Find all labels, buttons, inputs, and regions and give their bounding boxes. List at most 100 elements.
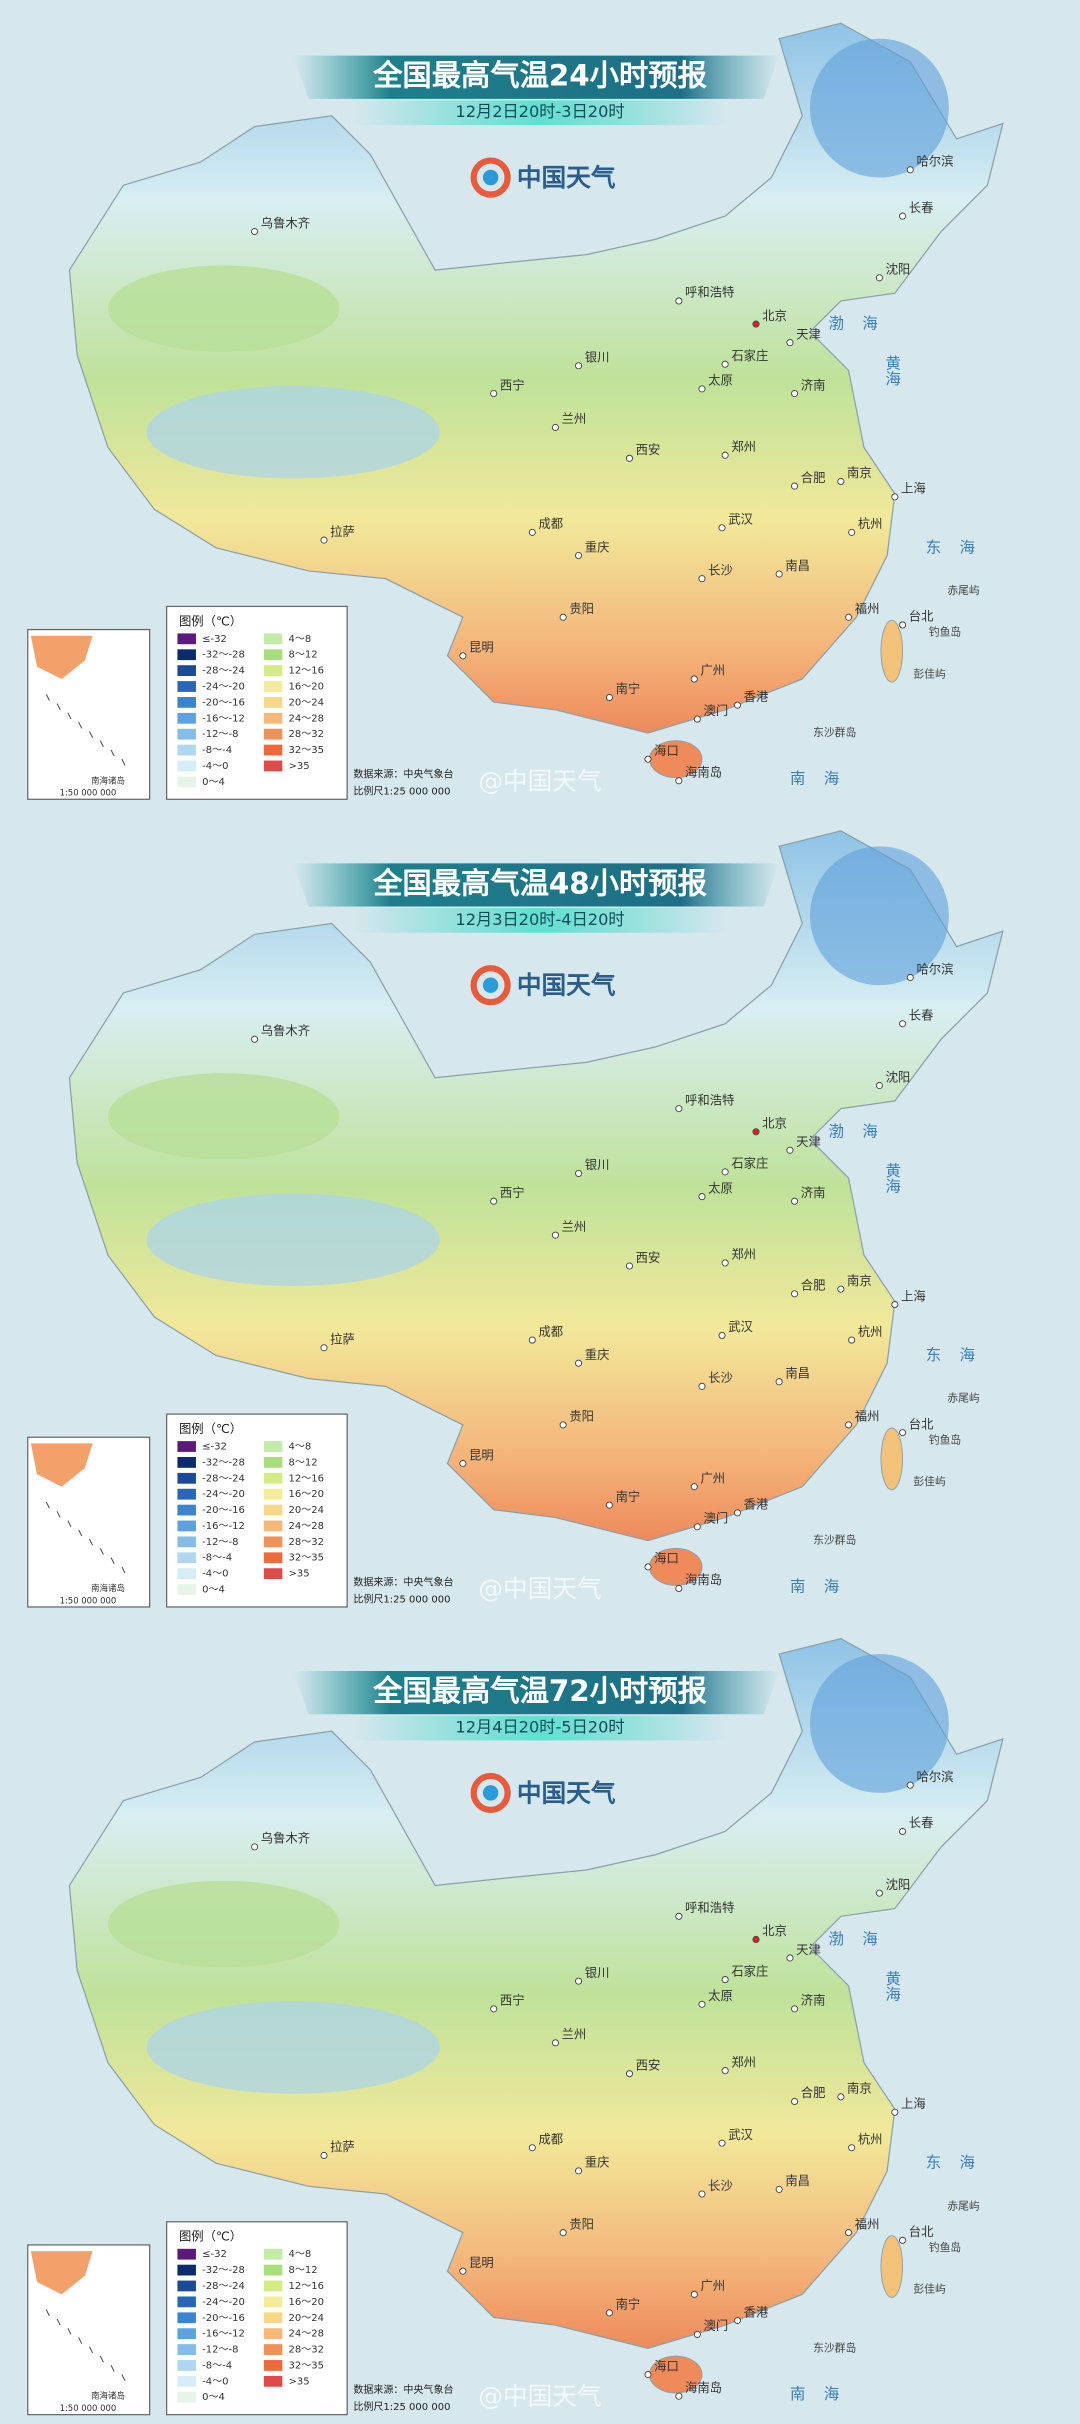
legend-swatch bbox=[263, 2280, 283, 2292]
inset-scale: 1:50 000 000 bbox=[60, 2403, 117, 2413]
city-dot bbox=[490, 1197, 498, 1205]
island-label: 彭佳屿 bbox=[913, 2282, 946, 2296]
city-label: 石家庄 bbox=[731, 348, 768, 363]
tarim-basin bbox=[108, 265, 340, 352]
tibet-cold bbox=[146, 2001, 440, 2094]
tarim-basin bbox=[108, 1073, 340, 1160]
inset-dash bbox=[121, 2374, 126, 2381]
legend-label: -24～-20 bbox=[202, 682, 245, 693]
city-dot bbox=[845, 2229, 853, 2237]
legend-label: -16～-12 bbox=[202, 1521, 245, 1532]
city-dot bbox=[459, 652, 467, 660]
legend-label: -12～-8 bbox=[202, 2345, 238, 2356]
legend-swatch bbox=[177, 776, 196, 788]
city-label: 长春 bbox=[909, 1816, 934, 1830]
city-label: 乌鲁木齐 bbox=[261, 215, 310, 230]
legend-swatch bbox=[177, 760, 196, 772]
legend-label: -24～-20 bbox=[202, 1489, 245, 1500]
legend-swatch bbox=[177, 1520, 196, 1532]
city-label: 贵阳 bbox=[569, 602, 594, 616]
legend-swatch bbox=[177, 2280, 196, 2292]
legend-label: -16～-12 bbox=[202, 713, 245, 724]
title-banner bbox=[293, 1671, 780, 1715]
city-dot bbox=[690, 1483, 698, 1491]
city-dot bbox=[551, 2039, 559, 2047]
legend-swatch bbox=[263, 1504, 283, 1516]
sea-label: 东海 bbox=[926, 2154, 994, 2172]
logo-mark bbox=[470, 1772, 511, 1813]
inset-dash bbox=[45, 1501, 50, 1509]
inset-scale: 1:50 000 000 bbox=[60, 1595, 117, 1605]
city-dot bbox=[837, 1285, 845, 1293]
legend-label: -20～-16 bbox=[202, 2313, 245, 2324]
legend-label: -8～-4 bbox=[202, 745, 232, 756]
city-dot bbox=[906, 1781, 914, 1789]
logo-text: 中国天气 bbox=[517, 163, 616, 192]
city-label: 太原 bbox=[708, 373, 733, 388]
city-label: 杭州 bbox=[858, 516, 883, 531]
city-dot bbox=[718, 524, 726, 532]
legend-title: 图例（℃） bbox=[179, 614, 242, 628]
legend-label: 4～8 bbox=[289, 634, 312, 645]
city-label: 郑州 bbox=[731, 2054, 756, 2069]
city-label: 成都 bbox=[538, 517, 563, 531]
city-dot bbox=[875, 1081, 883, 1090]
legend-box bbox=[166, 605, 348, 800]
city-label: 西宁 bbox=[500, 377, 525, 392]
city-label: 银川 bbox=[585, 351, 610, 365]
city-label: 拉萨 bbox=[330, 2139, 355, 2154]
inset-dash bbox=[89, 731, 94, 738]
panel-subtitle: 12月2日20时-3日20时 bbox=[455, 102, 624, 121]
legend-label: 12～16 bbox=[289, 1473, 325, 1484]
city-dot bbox=[320, 2151, 328, 2160]
legend-swatch bbox=[177, 665, 196, 677]
panel-title: 全国最高气温72小时预报 bbox=[372, 1674, 707, 1708]
legend-swatch bbox=[177, 649, 196, 661]
city-label: 拉萨 bbox=[330, 1332, 355, 1347]
legend-swatch bbox=[263, 696, 283, 708]
city-label: 海口 bbox=[654, 1551, 679, 1566]
city-dot bbox=[791, 389, 799, 398]
city-dot bbox=[698, 1193, 706, 1201]
city-label: 合肥 bbox=[801, 2085, 826, 2100]
city-dot bbox=[575, 551, 583, 560]
legend-swatch bbox=[177, 2264, 196, 2276]
legend-swatch bbox=[177, 2296, 196, 2308]
city-dot bbox=[575, 1169, 583, 1177]
city-label: 银川 bbox=[585, 1966, 610, 1980]
city-dot bbox=[559, 2229, 567, 2237]
city-label: 长沙 bbox=[708, 1371, 733, 1385]
northeast-cold bbox=[810, 38, 949, 178]
city-dot bbox=[786, 1146, 794, 1154]
map-scale: 比例尺1:25 000 000 bbox=[353, 2400, 450, 2413]
legend-swatch bbox=[177, 1568, 196, 1580]
subtitle-band bbox=[354, 100, 726, 126]
city-dot bbox=[690, 2290, 698, 2298]
sea-label: 黄海 bbox=[883, 1162, 901, 1193]
inset-coast bbox=[30, 1443, 93, 1487]
city-label: 香港 bbox=[744, 690, 769, 704]
city-label: 长春 bbox=[909, 1009, 934, 1023]
city-label: 广州 bbox=[700, 664, 725, 678]
legend-label: -28～-24 bbox=[202, 666, 245, 677]
legend-label: -8～-4 bbox=[202, 1553, 232, 1564]
city-dot bbox=[251, 1843, 259, 1851]
legend-swatch bbox=[177, 1488, 196, 1500]
legend-swatch bbox=[177, 1441, 196, 1452]
legend-swatch bbox=[177, 1504, 196, 1516]
city-dot bbox=[891, 493, 899, 501]
city-dot bbox=[906, 973, 914, 982]
map-scale: 比例尺1:25 000 000 bbox=[353, 785, 450, 798]
city-dot bbox=[698, 2000, 706, 2008]
city-dot bbox=[575, 1977, 583, 1985]
inset-dash bbox=[67, 2328, 72, 2335]
legend-label: 8～12 bbox=[289, 2265, 318, 2276]
legend-label: -4～0 bbox=[202, 1569, 228, 1580]
city-label: 拉萨 bbox=[330, 524, 355, 539]
title-banner bbox=[293, 55, 780, 99]
inset-dash bbox=[45, 2309, 50, 2317]
city-label: 武汉 bbox=[728, 513, 753, 527]
legend-label: 0～4 bbox=[202, 2392, 225, 2403]
island-label: 钓鱼岛 bbox=[929, 625, 961, 639]
